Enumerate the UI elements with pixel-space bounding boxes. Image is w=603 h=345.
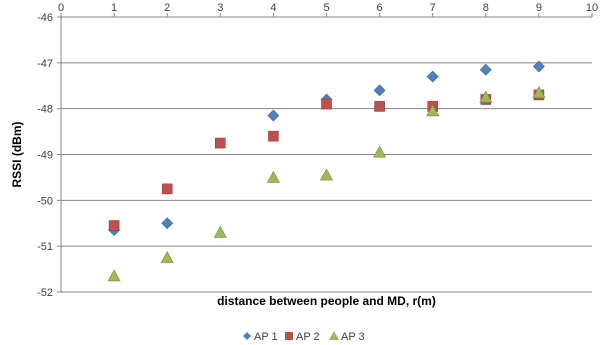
series-3 [107, 85, 546, 282]
data-points [107, 60, 546, 282]
legend-label: AP 3 [341, 331, 365, 343]
point-ap3-6 [426, 104, 440, 117]
x-tick-label: 5 [323, 2, 329, 14]
x-tick-label: 10 [586, 2, 598, 14]
point-ap1-7 [532, 60, 545, 73]
point-ap3-4 [319, 168, 334, 181]
y-axis-label: RSSI (dBm) [10, 121, 24, 187]
point-ap2-4 [321, 98, 332, 110]
legend-marker-diamond [243, 332, 251, 340]
legend-item-1: AP 1 [243, 331, 278, 343]
point-ap3-1 [160, 250, 174, 263]
x-tick-label: 0 [58, 2, 64, 14]
legend-marker-triangle [329, 331, 339, 340]
point-ap1-2 [267, 109, 280, 122]
legend-label: AP 1 [254, 331, 278, 343]
point-ap3-5 [373, 145, 387, 158]
x-tick-label: 6 [377, 2, 383, 14]
legend-item-3: AP 3 [329, 331, 365, 343]
point-ap1-5 [426, 70, 439, 83]
point-ap1-4 [373, 84, 386, 97]
legend-label: AP 2 [296, 331, 320, 343]
y-tick-label: -49 [37, 150, 53, 162]
x-axis-label: distance between people and MD, r(m) [217, 294, 436, 308]
x-tick-label: 9 [536, 2, 542, 14]
series-1 [108, 60, 545, 237]
x-tick-label: 1 [111, 2, 117, 14]
y-tick-label: -52 [37, 287, 53, 299]
legend-item-2: AP 2 [285, 331, 320, 343]
x-tick-label: 7 [430, 2, 436, 14]
point-ap2-3 [268, 130, 279, 142]
y-tick-labels: -46 -47 -48 -49 -50 -51 -52 [37, 12, 61, 299]
point-ap2-0 [108, 220, 120, 231]
y-tick-label: -51 [37, 241, 53, 253]
gridlines [61, 16, 592, 293]
point-ap1-1 [161, 217, 174, 230]
point-ap3-0 [107, 269, 121, 282]
y-tick-label: -48 [37, 104, 53, 116]
series-2 [108, 89, 545, 231]
point-ap3-3 [266, 170, 280, 183]
x-tick-label: 4 [270, 2, 276, 14]
point-ap2-2 [215, 137, 226, 149]
point-ap2-1 [161, 183, 173, 195]
y-tick-label: -47 [37, 58, 53, 70]
point-ap3-2 [213, 225, 227, 238]
x-tick-labels: 0 1 2 3 4 5 6 7 8 9 10 [58, 2, 598, 17]
legend: AP 1 AP 2 AP 3 [243, 331, 365, 343]
y-tick-label: -50 [37, 195, 53, 207]
legend-marker-square [285, 332, 293, 340]
point-ap2-5 [374, 101, 385, 112]
y-tick-label: -46 [37, 12, 53, 24]
x-tick-label: 3 [217, 2, 223, 14]
x-tick-label: 8 [483, 2, 489, 14]
point-ap3-8 [532, 85, 546, 98]
point-ap3-7 [479, 90, 493, 103]
point-ap1-6 [479, 63, 492, 76]
x-tick-label: 2 [164, 2, 170, 14]
